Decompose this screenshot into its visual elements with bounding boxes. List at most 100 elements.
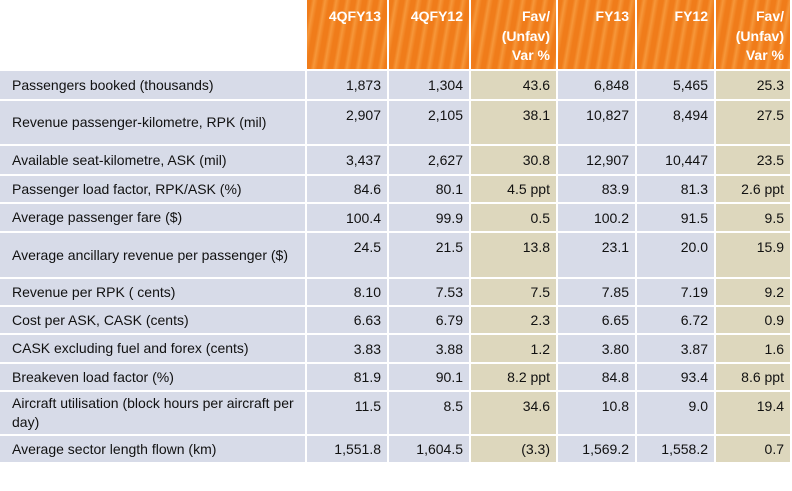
row-label: Cost per ASK, CASK (cents) — [0, 307, 307, 335]
fy13-value: 7.85 — [558, 279, 637, 307]
q4-fy12-value: 80.1 — [389, 176, 471, 204]
fy12-value: 93.4 — [637, 364, 716, 392]
row-label: Aircraft utilisation (block hours per ai… — [0, 392, 307, 436]
quarter-variance-value: 2.3 — [471, 307, 558, 335]
q4-fy13-value: 2,907 — [307, 101, 389, 146]
year-variance-value: 2.6 ppt — [716, 176, 792, 204]
table-row: Cost per ASK, CASK (cents) 6.63 6.79 2.3 6.6… — [0, 307, 792, 335]
table-row: Revenue passenger-kilometre, RPK (mil) 2,… — [0, 101, 792, 146]
header-row: 4QFY13 4QFY12 Fav/ (Unfav) Var % FY13 FY… — [0, 0, 792, 71]
quarter-variance-value: 1.2 — [471, 335, 558, 364]
row-label: Average ancillary revenue per passenger … — [0, 233, 307, 279]
header-quarter-variance-line2: (Unfav) — [501, 27, 550, 44]
q4-fy12-value: 1,304 — [389, 71, 471, 101]
fy12-value: 10,447 — [637, 146, 716, 176]
quarter-variance-value: 4.5 ppt — [471, 176, 558, 204]
q4-fy13-value: 24.5 — [307, 233, 389, 279]
q4-fy12-value: 7.53 — [389, 279, 471, 307]
fy13-value: 12,907 — [558, 146, 637, 176]
quarter-variance-value: (3.3) — [471, 436, 558, 464]
quarter-variance-value: 8.2 ppt — [471, 364, 558, 392]
q4-fy13-value: 81.9 — [307, 364, 389, 392]
row-label: Average sector length flown (km) — [0, 436, 307, 464]
year-variance-value: 15.9 — [716, 233, 792, 279]
quarter-variance-value: 38.1 — [471, 101, 558, 146]
fy13-value: 6.65 — [558, 307, 637, 335]
header-fy13: FY13 — [558, 0, 637, 71]
table-row: Passenger load factor, RPK/ASK (%) 84.6 80… — [0, 176, 792, 204]
q4-fy12-value: 1,604.5 — [389, 436, 471, 464]
q4-fy13-value: 11.5 — [307, 392, 389, 436]
q4-fy12-value: 2,105 — [389, 101, 471, 146]
fy12-value: 1,558.2 — [637, 436, 716, 464]
fy13-value: 100.2 — [558, 204, 637, 233]
header-fy12: FY12 — [637, 0, 716, 71]
quarter-variance-value: 7.5 — [471, 279, 558, 307]
year-variance-value: 19.4 — [716, 392, 792, 436]
q4-fy13-value: 100.4 — [307, 204, 389, 233]
table-row: Average sector length flown (km) 1,551.8 1… — [0, 436, 792, 464]
quarter-variance-value: 30.8 — [471, 146, 558, 176]
q4-fy12-value: 3.88 — [389, 335, 471, 364]
q4-fy12-value: 6.79 — [389, 307, 471, 335]
q4-fy13-value: 1,551.8 — [307, 436, 389, 464]
table-row: Average ancillary revenue per passenger … — [0, 233, 792, 279]
fy12-value: 6.72 — [637, 307, 716, 335]
year-variance-value: 9.5 — [716, 204, 792, 233]
q4-fy12-value: 8.5 — [389, 392, 471, 436]
fy12-value: 9.0 — [637, 392, 716, 436]
header-year-variance-line1: Fav/ — [755, 8, 784, 24]
fy13-value: 10,827 — [558, 101, 637, 146]
year-variance-value: 23.5 — [716, 146, 792, 176]
header-quarter-variance-line1: Fav/ — [521, 8, 550, 24]
quarter-variance-value: 0.5 — [471, 204, 558, 233]
table-row: Revenue per RPK ( cents) 8.10 7.53 7.5 7.85 7… — [0, 279, 792, 307]
fy13-value: 10.8 — [558, 392, 637, 436]
quarter-variance-value: 34.6 — [471, 392, 558, 436]
quarter-variance-value: 13.8 — [471, 233, 558, 279]
year-variance-value: 8.6 ppt — [716, 364, 792, 392]
fy13-value: 1,569.2 — [558, 436, 637, 464]
header-quarter-variance: Fav/ (Unfav) Var % — [471, 0, 558, 71]
row-label: Available seat-kilometre, ASK (mil) — [0, 146, 307, 176]
table-row: Average passenger fare ($) 100.4 99.9 0.5 10… — [0, 204, 792, 233]
q4-fy13-value: 8.10 — [307, 279, 389, 307]
year-variance-value: 9.2 — [716, 279, 792, 307]
year-variance-value: 25.3 — [716, 71, 792, 101]
q4-fy13-value: 3,437 — [307, 146, 389, 176]
fy12-value: 20.0 — [637, 233, 716, 279]
fy12-value: 3.87 — [637, 335, 716, 364]
row-label: Average passenger fare ($) — [0, 204, 307, 233]
fy13-value: 6,848 — [558, 71, 637, 101]
year-variance-value: 1.6 — [716, 335, 792, 364]
row-label: Revenue passenger-kilometre, RPK (mil) — [0, 101, 307, 146]
year-variance-value: 0.9 — [716, 307, 792, 335]
q4-fy12-value: 90.1 — [389, 364, 471, 392]
header-blank-cell — [0, 0, 307, 71]
row-label: Breakeven load factor (%) — [0, 364, 307, 392]
header-year-variance-line3: Var % — [745, 47, 784, 63]
q4-fy13-value: 6.63 — [307, 307, 389, 335]
q4-fy12-value: 2,627 — [389, 146, 471, 176]
fy12-value: 81.3 — [637, 176, 716, 204]
q4-fy13-value: 3.83 — [307, 335, 389, 364]
q4-fy13-value: 1,873 — [307, 71, 389, 101]
fy12-value: 91.5 — [637, 204, 716, 233]
fy12-value: 8,494 — [637, 101, 716, 146]
year-variance-value: 0.7 — [716, 436, 792, 464]
quarter-variance-value: 43.6 — [471, 71, 558, 101]
header-4qfy12: 4QFY12 — [389, 0, 471, 71]
table-row: CASK excluding fuel and forex (cents) 3.8… — [0, 335, 792, 364]
header-year-variance-line2: (Unfav) — [735, 27, 784, 44]
fy12-value: 7.19 — [637, 279, 716, 307]
fy13-value: 3.80 — [558, 335, 637, 364]
q4-fy12-value: 21.5 — [389, 233, 471, 279]
q4-fy13-value: 84.6 — [307, 176, 389, 204]
header-quarter-variance-line3: Var % — [511, 47, 550, 63]
year-variance-value: 27.5 — [716, 101, 792, 146]
table-row: Passengers booked (thousands) 1,873 1,304 4… — [0, 71, 792, 101]
fy13-value: 84.8 — [558, 364, 637, 392]
row-label: CASK excluding fuel and forex (cents) — [0, 335, 307, 364]
row-label: Revenue per RPK ( cents) — [0, 279, 307, 307]
header-4qfy13: 4QFY13 — [307, 0, 389, 71]
